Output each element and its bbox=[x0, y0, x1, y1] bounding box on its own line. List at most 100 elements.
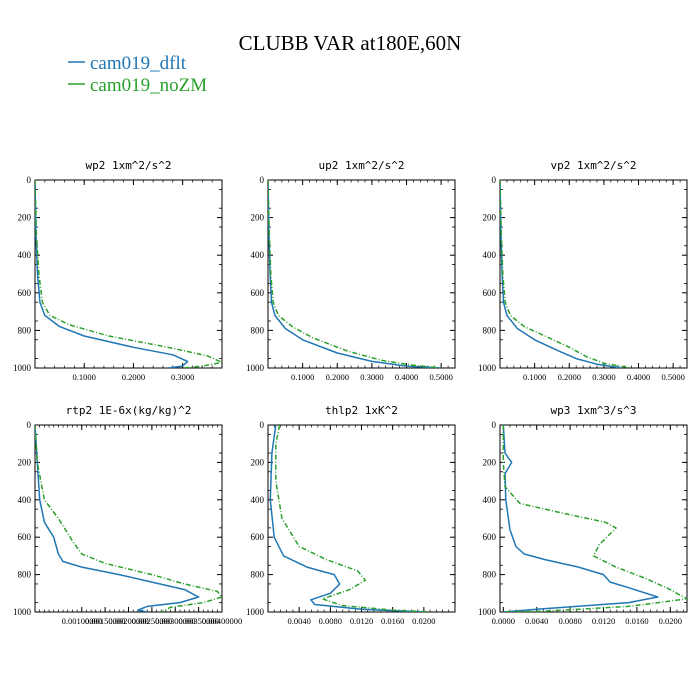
y-tick-label: 800 bbox=[483, 570, 497, 580]
x-tick-label: 0.00150000 bbox=[85, 616, 125, 626]
panel-2: up2 1xm^2/s^2 0 200 400 600 800 1000 0.1000 0.20… bbox=[246, 159, 456, 382]
y-tick-label: 0 bbox=[492, 175, 497, 185]
x-tick-label: 0.2000 bbox=[326, 372, 349, 382]
y-tick-label: 400 bbox=[483, 495, 497, 505]
y-tick-label: 400 bbox=[251, 250, 265, 260]
plot-frame bbox=[34, 179, 223, 369]
y-tick-label: 1000 bbox=[478, 607, 497, 617]
y-tick-label: 200 bbox=[18, 213, 32, 223]
x-tick-label: 0.2000 bbox=[558, 372, 581, 382]
plot-frame bbox=[499, 424, 688, 613]
y-tick-label: 600 bbox=[18, 288, 32, 298]
x-tick-label: 0.0200 bbox=[659, 616, 682, 626]
y-tick-label: 400 bbox=[483, 250, 497, 260]
series-line-noZM bbox=[35, 180, 222, 368]
x-tick-label: 0.5000 bbox=[429, 372, 452, 382]
series-line-dflt bbox=[268, 180, 442, 368]
x-tick-label: 0.0160 bbox=[381, 616, 404, 626]
panel-6: wp3 1xm^3/s^3 0 200 400 600 800 10000.0000 0.00… bbox=[478, 404, 688, 626]
y-tick-label: 600 bbox=[251, 288, 265, 298]
series-line-noZM bbox=[268, 180, 442, 368]
x-tick-label: 0.0120 bbox=[592, 616, 615, 626]
legend-label-dflt: cam019_dflt bbox=[90, 53, 187, 74]
y-tick-label: 800 bbox=[251, 325, 265, 335]
x-tick-label: 0.0080 bbox=[319, 616, 342, 626]
x-tick-label: 0.00250000 bbox=[132, 616, 172, 626]
x-tick-label: 0.1000 bbox=[523, 372, 546, 382]
x-tick-label: 0.00200000 bbox=[108, 616, 148, 626]
figure-title: CLUBB VAR at180E,60N bbox=[239, 31, 462, 55]
x-tick-label: 0.00350000 bbox=[178, 616, 218, 626]
x-tick-label: 0.3000 bbox=[592, 372, 615, 382]
series-line-dflt bbox=[502, 425, 659, 612]
y-tick-label: 200 bbox=[251, 457, 265, 467]
y-tick-label: 800 bbox=[251, 570, 265, 580]
y-tick-label: 200 bbox=[483, 213, 497, 223]
x-tick-label: 0.1000 bbox=[291, 372, 314, 382]
panel-3: vp2 1xm^2/s^2 0 200 400 600 800 1000 0.1000 0.20… bbox=[478, 159, 688, 382]
y-tick-label: 1000 bbox=[246, 607, 265, 617]
x-tick-label: 0.00100000 bbox=[62, 616, 102, 626]
y-tick-label: 600 bbox=[251, 532, 265, 542]
x-tick-label: 0.4000 bbox=[627, 372, 650, 382]
y-tick-label: 800 bbox=[18, 570, 32, 580]
series-line-dflt bbox=[269, 425, 424, 612]
x-tick-label: 0.0040 bbox=[287, 616, 310, 626]
panel-title: wp2 1xm^2/s^2 bbox=[85, 159, 171, 172]
y-tick-label: 0 bbox=[492, 420, 497, 430]
y-tick-label: 600 bbox=[18, 532, 32, 542]
series-line-noZM bbox=[500, 180, 632, 368]
legend-label-noZM: cam019_noZM bbox=[90, 75, 207, 96]
plot-frame bbox=[34, 424, 223, 613]
plot-frame bbox=[267, 424, 456, 613]
y-tick-label: 800 bbox=[483, 325, 497, 335]
y-tick-label: 200 bbox=[483, 457, 497, 467]
y-tick-label: 200 bbox=[251, 213, 265, 223]
x-tick-label: 0.5000 bbox=[661, 372, 684, 382]
panels: wp2 1xm^2/s^2 0 200 400 600 800 1000 0.1000 0.20… bbox=[13, 159, 688, 626]
x-tick-label: 0.0080 bbox=[558, 616, 581, 626]
x-tick-label: 0.0160 bbox=[625, 616, 648, 626]
y-tick-label: 400 bbox=[18, 495, 32, 505]
x-tick-label: 0.4000 bbox=[395, 372, 418, 382]
x-tick-label: 0.3000 bbox=[360, 372, 383, 382]
panel-title: thlp2 1xK^2 bbox=[325, 404, 398, 417]
panel-title: vp2 1xm^2/s^2 bbox=[550, 159, 636, 172]
x-tick-label: 0.3000 bbox=[171, 372, 194, 382]
x-tick-label: 0.0040 bbox=[525, 616, 548, 626]
series-line-noZM bbox=[502, 425, 687, 612]
panel-1: wp2 1xm^2/s^2 0 200 400 600 800 1000 0.1000 0.20… bbox=[13, 159, 223, 382]
y-tick-label: 1000 bbox=[13, 607, 32, 617]
y-tick-label: 800 bbox=[18, 325, 32, 335]
y-tick-label: 0 bbox=[27, 175, 32, 185]
y-tick-label: 0 bbox=[260, 175, 265, 185]
y-tick-label: 400 bbox=[18, 250, 32, 260]
panel-title: rtp2 1E-6x(kg/kg)^2 bbox=[66, 404, 192, 417]
y-tick-label: 1000 bbox=[478, 363, 497, 373]
y-tick-label: 1000 bbox=[13, 363, 32, 373]
x-tick-label: 0.1000 bbox=[73, 372, 96, 382]
panel-title: up2 1xm^2/s^2 bbox=[318, 159, 404, 172]
y-tick-label: 400 bbox=[251, 495, 265, 505]
y-tick-label: 0 bbox=[260, 420, 265, 430]
y-tick-label: 600 bbox=[483, 532, 497, 542]
x-tick-label: 0.2000 bbox=[122, 372, 145, 382]
series-line-dflt bbox=[500, 180, 622, 368]
plot-frame bbox=[267, 179, 456, 369]
plot-frame bbox=[499, 179, 688, 369]
legend: cam019_dflt cam019_noZM bbox=[68, 53, 207, 96]
x-tick-label: 0.0000 bbox=[492, 616, 515, 626]
x-tick-label: 0.00400000 bbox=[202, 616, 242, 626]
y-tick-label: 200 bbox=[18, 457, 32, 467]
series-line-noZM bbox=[35, 425, 222, 612]
panel-4: rtp2 1E-6x(kg/kg)^2 0 200 400 600 800 1000 0.00… bbox=[13, 404, 242, 626]
x-tick-label: 0.0200 bbox=[412, 616, 435, 626]
x-tick-label: 0.0120 bbox=[350, 616, 373, 626]
y-tick-label: 600 bbox=[483, 288, 497, 298]
x-tick-label: 0.00300000 bbox=[155, 616, 195, 626]
panel-title: wp3 1xm^3/s^3 bbox=[550, 404, 636, 417]
panel-5: thlp2 1xK^2 0 200 400 600 800 1000 0.0040 0.0080… bbox=[246, 404, 456, 626]
y-tick-label: 0 bbox=[27, 420, 32, 430]
y-tick-label: 1000 bbox=[246, 363, 265, 373]
